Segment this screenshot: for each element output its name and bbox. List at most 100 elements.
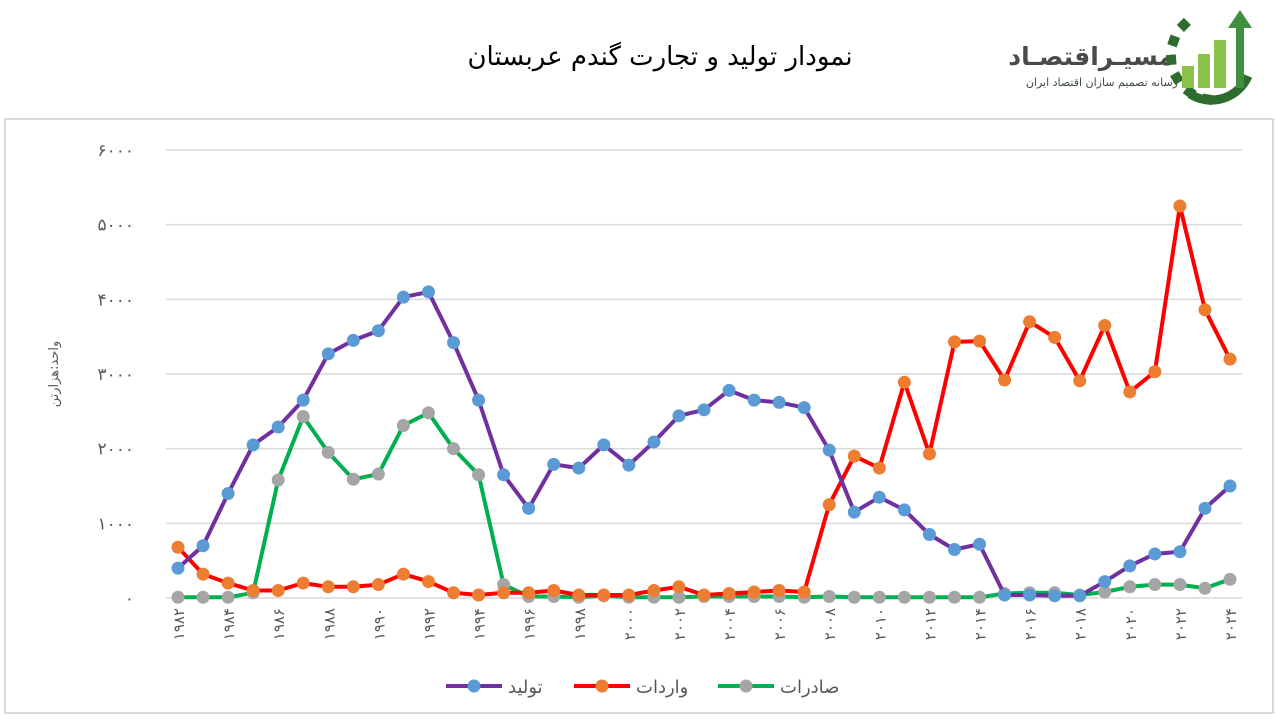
legend-label: صادرات	[780, 677, 839, 698]
data-point	[1148, 547, 1162, 561]
data-point	[872, 590, 886, 604]
x-tick-label: ۱۹۹۶	[521, 608, 539, 640]
data-point	[221, 590, 235, 604]
data-point	[196, 539, 210, 553]
data-point	[722, 587, 736, 601]
chart-title: نمودار تولید و تجارت گندم عربستان	[467, 42, 853, 72]
data-point	[346, 472, 360, 486]
data-point	[396, 290, 410, 304]
data-point	[1023, 315, 1037, 329]
data-point	[847, 590, 861, 604]
data-point	[572, 588, 586, 602]
y-tick-label: ۲۰۰۰	[97, 440, 134, 460]
data-point	[246, 438, 260, 452]
data-point	[922, 447, 936, 461]
data-point	[1223, 352, 1237, 366]
data-point	[472, 588, 486, 602]
y-axis-label: واحد:هزارتن	[47, 341, 62, 408]
data-point	[421, 575, 435, 589]
x-tick-label: ۱۹۹۴	[471, 608, 489, 640]
data-point	[472, 393, 486, 407]
data-point	[221, 486, 235, 500]
logo-bar	[1214, 40, 1226, 88]
data-point	[196, 567, 210, 581]
data-point	[1098, 318, 1112, 332]
y-tick-label: ۳۰۰۰	[97, 365, 134, 385]
data-point	[371, 324, 385, 338]
data-point	[271, 584, 285, 598]
data-point	[872, 461, 886, 475]
data-point	[822, 443, 836, 457]
data-point	[672, 590, 686, 604]
logo-bar	[1198, 54, 1210, 88]
data-point	[1073, 589, 1087, 603]
data-point	[171, 561, 185, 575]
data-point	[973, 334, 987, 348]
x-tick-label: ۲۰۱۸	[1072, 608, 1090, 640]
data-point	[547, 584, 561, 598]
data-point	[472, 468, 486, 482]
data-point	[447, 586, 461, 600]
data-point	[672, 409, 686, 423]
x-tick-label: ۱۹۸۶	[270, 608, 288, 640]
x-tick-label: ۱۹۸۸	[320, 608, 338, 640]
data-point	[1098, 585, 1112, 599]
data-point	[421, 406, 435, 420]
y-tick-label: ۵۰۰۰	[97, 216, 134, 236]
legend-marker	[467, 679, 481, 693]
data-point	[1048, 589, 1062, 603]
data-point	[1173, 545, 1187, 559]
data-point	[622, 588, 636, 602]
data-point	[897, 503, 911, 517]
y-tick-label: ۱۰۰۰	[97, 514, 134, 534]
data-point	[1223, 479, 1237, 493]
data-point	[371, 578, 385, 592]
series-line	[176, 204, 1232, 597]
data-point	[1148, 365, 1162, 379]
data-point	[947, 542, 961, 556]
data-point	[647, 584, 661, 598]
series-line	[176, 289, 1232, 598]
data-point	[1123, 385, 1137, 399]
x-tick-label: ۱۹۸۲	[170, 608, 188, 640]
data-point	[321, 347, 335, 361]
data-point	[597, 588, 611, 602]
x-tick-label: ۲۰۲۰	[1122, 608, 1140, 640]
data-point	[321, 445, 335, 459]
data-point	[772, 395, 786, 409]
data-point	[371, 467, 385, 481]
x-tick-label: ۲۰۰۲	[671, 608, 689, 640]
data-point	[822, 498, 836, 512]
data-point	[1223, 572, 1237, 586]
data-point	[346, 333, 360, 347]
data-point	[1098, 575, 1112, 589]
data-point	[196, 590, 210, 604]
data-point	[1023, 588, 1037, 602]
data-point	[396, 419, 410, 433]
data-point	[1123, 580, 1137, 594]
data-point	[922, 528, 936, 542]
gear-tooth	[1201, 93, 1214, 106]
data-point	[872, 490, 886, 504]
data-point	[522, 501, 536, 515]
legend-marker	[595, 679, 609, 693]
data-point	[647, 435, 661, 449]
data-point	[1048, 330, 1062, 344]
data-point	[947, 335, 961, 349]
gear-tooth	[1165, 54, 1177, 66]
data-point	[897, 375, 911, 389]
y-tick-label: ۴۰۰۰	[97, 290, 134, 310]
data-point	[296, 576, 310, 590]
data-point	[947, 590, 961, 604]
data-point	[1198, 581, 1212, 595]
gear-tooth	[1167, 34, 1181, 48]
data-point	[973, 590, 987, 604]
data-point	[797, 401, 811, 415]
data-point	[497, 468, 511, 482]
y-tick-label: ۰	[125, 589, 134, 609]
data-point	[973, 537, 987, 551]
data-point	[1173, 578, 1187, 592]
legend-label: تولید	[508, 677, 543, 698]
x-tick-label: ۱۹۸۴	[220, 608, 238, 640]
data-point	[296, 410, 310, 424]
